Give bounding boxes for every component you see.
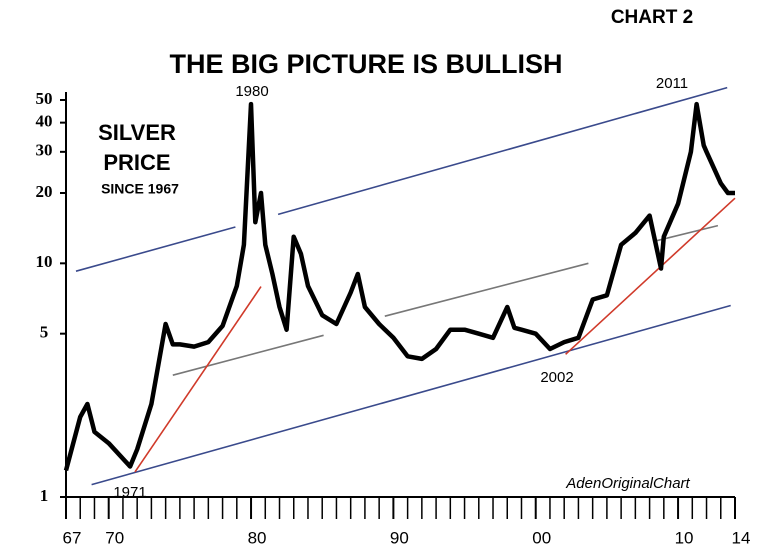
y-tick-label: 40 (36, 112, 53, 131)
chart-title: THE BIG PICTURE IS BULLISH (169, 49, 562, 79)
credit: AdenOriginalChart (565, 475, 690, 492)
price-line (63, 101, 735, 471)
x-tick-label: 80 (248, 528, 267, 547)
y-tick-label: 20 (36, 182, 53, 201)
trend-line (91, 304, 731, 486)
x-tick-label: 14 (732, 528, 751, 547)
x-tick-label: 70 (105, 528, 124, 547)
annotation: 2011 (656, 75, 688, 92)
trend-line (656, 224, 719, 242)
annotation: 2002 (540, 369, 573, 386)
inset-title: PRICE (103, 150, 170, 175)
trend-line (172, 334, 324, 376)
y-tick-label: 50 (36, 89, 53, 108)
annotation: 1980 (235, 83, 268, 100)
inset-subtitle: SINCE 1967 (101, 181, 179, 197)
y-tick-label: 30 (36, 141, 53, 160)
trend-line (134, 286, 262, 473)
x-tick-label: 10 (675, 528, 694, 547)
x-tick-label: 67 (63, 528, 82, 547)
trend-line (75, 226, 236, 272)
chart-label: CHART 2 (611, 7, 693, 28)
inset-title: SILVER (98, 120, 176, 145)
y-tick-label: 1 (40, 486, 49, 505)
trend-line (277, 86, 728, 216)
trend-line (384, 262, 589, 317)
y-tick-label: 5 (40, 323, 49, 342)
x-tick-label: 90 (390, 528, 409, 547)
trend-line (565, 197, 736, 355)
annotation: 1971 (113, 484, 146, 501)
y-tick-label: 10 (36, 252, 53, 271)
x-tick-label: 00 (532, 528, 551, 547)
